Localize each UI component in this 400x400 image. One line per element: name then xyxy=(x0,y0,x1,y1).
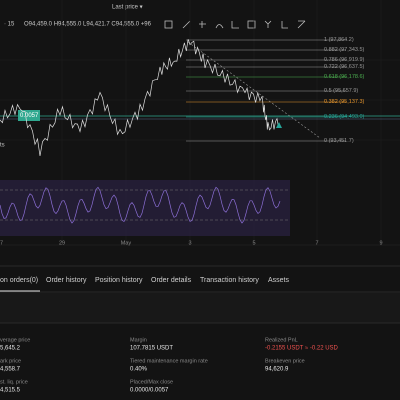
x-tick-label: 7 xyxy=(0,240,3,246)
ohlc: O94,459.0 H94,555.0 L94,421.7 C94,555.0 … xyxy=(24,22,152,28)
detail-label: Margin xyxy=(130,337,147,343)
interval: · 15 xyxy=(4,22,15,28)
x-tick-label: 7 xyxy=(315,240,318,246)
tool-icon[interactable] xyxy=(264,20,272,28)
left-label: ts xyxy=(0,143,5,149)
fib-label: 0.786 (96,919.9) xyxy=(324,57,365,63)
tab[interactable]: Order history xyxy=(46,277,87,284)
tab-bar: on orders(0) Order history Position histor… xyxy=(0,277,290,284)
tool-icon[interactable] xyxy=(247,20,256,29)
tab[interactable]: Order details xyxy=(151,277,192,284)
fib-label: 1 (97,864.2) xyxy=(324,37,354,43)
tool-icon[interactable] xyxy=(199,21,206,28)
position-row xyxy=(0,293,400,323)
detail-value: 4,515.5 xyxy=(0,388,21,394)
detail-label: st. liq. price xyxy=(0,379,28,385)
detail-value: 107.7815 USDT xyxy=(130,346,173,352)
tool-icon[interactable] xyxy=(164,20,173,29)
fib-label: 0.882 (97,343.5) xyxy=(324,47,365,53)
tool-icon[interactable] xyxy=(297,20,306,29)
x-tick-label: May xyxy=(121,240,132,246)
detail-value: 4,558.7 xyxy=(0,367,21,373)
price-line-series xyxy=(0,39,279,156)
detail-label: ark price xyxy=(0,358,21,364)
fib-label: 0.236 (94,493.0) xyxy=(324,114,365,120)
tab[interactable]: Position history xyxy=(95,277,143,284)
detail-value: 0.40% xyxy=(130,367,148,373)
detail-value: 5,645.2 xyxy=(0,346,21,352)
tool-icon[interactable] xyxy=(182,20,191,29)
tool-icon[interactable] xyxy=(231,21,239,29)
fib-label: 0.382 (95,137.3) xyxy=(324,99,365,105)
detail-label: Placed/Max close xyxy=(130,379,173,385)
entry-marker xyxy=(276,122,282,128)
tab[interactable]: on orders(0) xyxy=(0,277,38,284)
x-tick-label: 9 xyxy=(379,240,382,246)
fib-retracement: 1 (97,864.2) 0.882 (97,343.5) 0.786 (96,91… xyxy=(186,37,365,144)
x-tick-label: 29 xyxy=(59,240,65,246)
fib-label: 0.5 (95,657.9) xyxy=(324,88,358,94)
x-tick-label: 5 xyxy=(252,240,255,246)
indicator-band xyxy=(0,180,290,236)
position-tag[interactable]: 0.0057 xyxy=(20,113,39,119)
detail-label: Tiered maintenance margin rate xyxy=(130,358,208,364)
detail-value: -0.2155 USDT ≈ -0.22 USD xyxy=(265,346,339,352)
tab[interactable]: Assets xyxy=(268,277,290,284)
x-tick-label: 3 xyxy=(188,240,191,246)
tool-icon[interactable] xyxy=(281,21,288,29)
position-tag-box[interactable] xyxy=(18,110,40,121)
fib-trend xyxy=(187,41,321,139)
indicator-line xyxy=(0,186,281,224)
fib-label: 0 (93,451.7) xyxy=(324,138,354,144)
detail-label: Realized PnL xyxy=(265,337,298,343)
toolbar xyxy=(164,20,306,29)
fib-label: 0.722 (96,637.5) xyxy=(324,64,365,70)
tool-icon[interactable] xyxy=(215,24,224,29)
detail-label: verage price xyxy=(0,337,30,343)
position-details: verage price 5,645.2 Margin 107.7815 USDT Re… xyxy=(0,337,339,393)
fib-label: 0.618 (96,178.6) xyxy=(324,74,365,80)
price-mode[interactable]: Last price ▾ xyxy=(112,5,143,11)
tab[interactable]: Transaction history xyxy=(200,277,259,284)
detail-value: 0.0000/0.0057 xyxy=(130,388,169,394)
detail-value: 94,620.9 xyxy=(265,367,289,373)
x-axis: 7 29 May 3 5 7 9 xyxy=(0,240,383,246)
detail-label: Breakeven price xyxy=(265,358,305,364)
